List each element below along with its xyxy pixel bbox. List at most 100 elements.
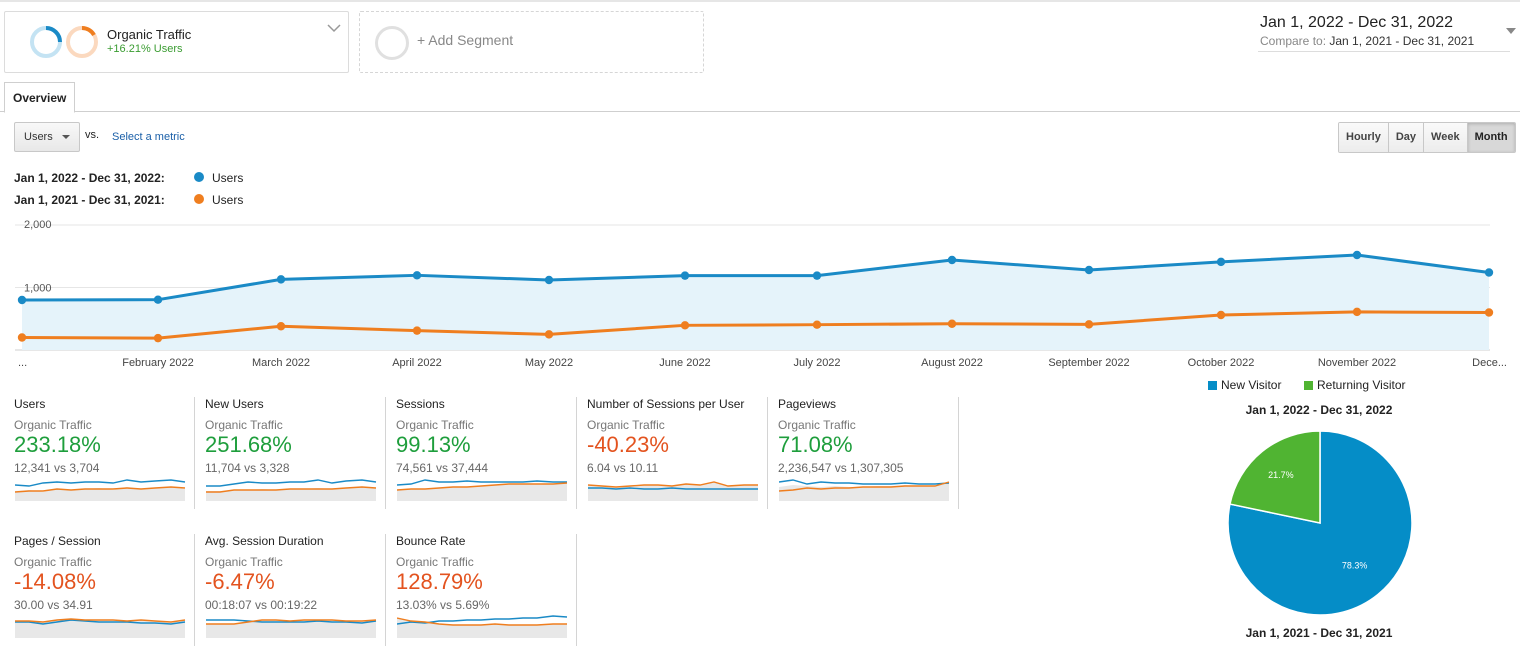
data-point-previous: [947, 319, 957, 328]
metric-select-value: Users: [24, 131, 53, 143]
data-point-current: [1352, 250, 1362, 260]
legend-series-name: Users: [212, 171, 244, 185]
scorecard-new-users[interactable]: New Users Organic Traffic 251.68% 11,704…: [205, 397, 386, 509]
scorecard-users[interactable]: Users Organic Traffic 233.18% 12,341 vs …: [14, 397, 195, 509]
date-range-picker[interactable]: Jan 1, 2022 - Dec 31, 2022 Compare to: J…: [1258, 14, 1516, 52]
legend-series-name: Users: [212, 193, 244, 207]
data-point-previous: [1352, 307, 1362, 317]
scorecard-title: Pageviews: [778, 397, 837, 411]
scorecard-segment: Organic Traffic: [205, 418, 283, 432]
series-area-current: [22, 255, 1489, 350]
date-range-compare: Compare to: Jan 1, 2021 - Dec 31, 2021: [1260, 34, 1474, 48]
scorecard-sessions-per-user[interactable]: Number of Sessions per User Organic Traf…: [587, 397, 768, 509]
data-point-current: [544, 275, 554, 285]
segment-name: Organic Traffic: [107, 27, 192, 42]
x-tick-label: ...: [18, 357, 27, 369]
data-point-current: [153, 295, 163, 304]
granularity-week-button[interactable]: Week: [1423, 123, 1467, 152]
scorecard-title: Sessions: [396, 397, 445, 411]
granularity-month-button[interactable]: Month: [1466, 123, 1515, 152]
sparkline: [397, 615, 568, 638]
scorecard-segment: Organic Traffic: [778, 418, 856, 432]
y-tick-label: 2,000: [24, 219, 52, 231]
pie-title-previous: Jan 1, 2021 - Dec 31, 2021: [1245, 626, 1393, 640]
x-tick-label: May 2022: [525, 357, 573, 369]
scorecard-title: Users: [14, 397, 46, 411]
pie-legend-returning-visitor: Returning Visitor: [1304, 378, 1406, 392]
caret-down-icon[interactable]: [1506, 28, 1516, 34]
scorecard-segment: Organic Traffic: [205, 555, 283, 569]
tab-bar: Overview: [0, 82, 1520, 113]
x-tick-label: October 2022: [1188, 357, 1255, 369]
scorecard-change: 233.18%: [14, 432, 101, 457]
legend-range: Jan 1, 2022 - Dec 31, 2022:: [14, 171, 165, 185]
vs-label: vs.: [85, 129, 100, 141]
x-tick-label: February 2022: [122, 357, 194, 369]
add-segment-button[interactable]: + Add Segment: [359, 11, 704, 73]
data-point-previous: [1084, 320, 1094, 329]
data-point-current: [680, 271, 690, 280]
data-point-current: [1484, 268, 1494, 277]
sparkline: [206, 479, 377, 501]
sparkline: [588, 481, 758, 501]
scorecard-change: -14.08%: [14, 569, 96, 594]
scorecard-pages-per-session[interactable]: Pages / Session Organic Traffic -14.08% …: [14, 534, 195, 646]
scorecard-title: Avg. Session Duration: [205, 534, 324, 548]
data-point-previous: [153, 333, 163, 343]
x-tick-label: September 2022: [1048, 357, 1129, 369]
x-tick-label: April 2022: [392, 357, 442, 369]
granularity-day-button[interactable]: Day: [1387, 123, 1424, 152]
scorecard-segment: Organic Traffic: [14, 418, 92, 432]
data-point-current: [276, 275, 286, 284]
scorecard-compare: 2,236,547 vs 1,307,305: [778, 461, 904, 475]
data-point-previous: [17, 333, 27, 342]
scorecard-change: 71.08%: [778, 432, 853, 457]
segment-change: +16.21% Users: [107, 43, 183, 55]
pie-slice-returning-visitor[interactable]: [1229, 430, 1321, 524]
y-tick-label: 1,000: [24, 283, 52, 295]
scorecard-change: 99.13%: [396, 432, 471, 457]
granularity-toggle: Hourly Day Week Month: [1338, 122, 1516, 153]
data-point-previous: [812, 320, 822, 329]
legend-dot: [194, 172, 204, 182]
pie-legend-new-visitor: New Visitor: [1208, 378, 1281, 392]
scorecard-change: 251.68%: [205, 432, 292, 457]
series-line-current: [21, 253, 1490, 302]
metric-select[interactable]: Users: [14, 122, 80, 152]
data-point-current: [812, 271, 822, 280]
sparkline: [15, 618, 186, 638]
scorecard-sessions[interactable]: Sessions Organic Traffic 99.13% 74,561 v…: [396, 397, 577, 509]
sparkline: [397, 479, 568, 501]
compare-value: Jan 1, 2021 - Dec 31, 2021: [1329, 34, 1475, 48]
visitor-type-pie-chart[interactable]: 78.3% 21.7%: [1222, 425, 1418, 621]
pie-title-current: Jan 1, 2022 - Dec 31, 2022: [1245, 403, 1393, 417]
segment-card-organic-traffic[interactable]: Organic Traffic +16.21% Users: [4, 11, 349, 73]
top-border: [0, 0, 1520, 2]
legend-range: Jan 1, 2021 - Dec 31, 2021:: [14, 193, 165, 207]
scorecard-segment: Organic Traffic: [396, 555, 474, 569]
tab-overview[interactable]: Overview: [4, 82, 76, 113]
x-tick-label: June 2022: [659, 357, 710, 369]
data-point-current: [412, 271, 422, 280]
sparkline: [15, 479, 186, 501]
caret-down-icon: [62, 135, 70, 139]
scorecard-avg-session-duration[interactable]: Avg. Session Duration Organic Traffic -6…: [205, 534, 386, 646]
scorecard-pageviews[interactable]: Pageviews Organic Traffic 71.08% 2,236,5…: [778, 397, 959, 509]
users-line-chart[interactable]: 2,000 1,000... February 2022 March 2022 Apri…: [0, 210, 1520, 375]
pie-slice-label: 21.7%: [1268, 470, 1294, 480]
legend-swatch: [1304, 381, 1313, 390]
scorecard-title: Bounce Rate: [396, 534, 466, 548]
sparkline: [779, 479, 950, 501]
scorecard-bounce-rate[interactable]: Bounce Rate Organic Traffic 128.79% 13.0…: [396, 534, 577, 646]
date-range-main: Jan 1, 2022 - Dec 31, 2022: [1260, 14, 1454, 31]
scorecard-compare: 74,561 vs 37,444: [396, 461, 489, 475]
scorecard-compare: 00:18:07 vs 00:19:22: [205, 598, 318, 612]
chevron-down-icon[interactable]: [326, 20, 342, 36]
granularity-hourly-button[interactable]: Hourly: [1339, 123, 1388, 152]
legend-swatch: [1208, 381, 1217, 390]
data-point-previous: [680, 321, 690, 330]
scorecard-title: Number of Sessions per User: [587, 397, 745, 411]
select-metric-link[interactable]: Select a metric: [112, 131, 185, 143]
data-point-previous: [276, 322, 286, 331]
pie-legend-label: Returning Visitor: [1317, 378, 1406, 392]
